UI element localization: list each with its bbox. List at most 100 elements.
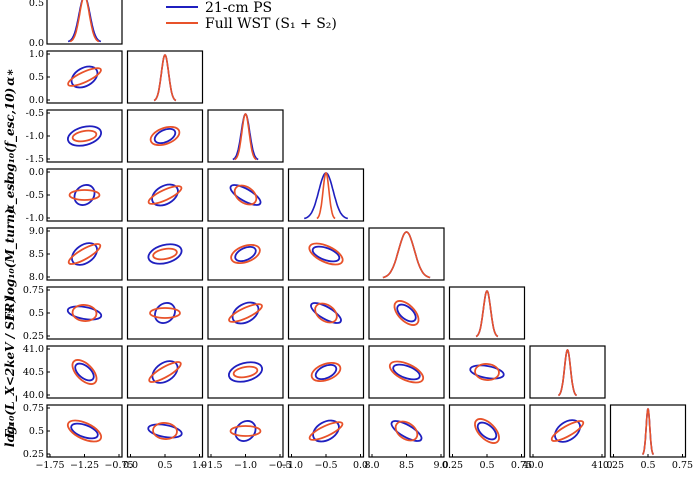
panel-6-0 [46,345,123,399]
panel-content [153,54,177,102]
gaussian-wst [69,0,100,43]
contour-wst [308,242,344,266]
contour-wst [228,303,263,323]
panel-content [382,231,431,279]
panel-content [68,184,101,206]
panel-frame [46,345,123,399]
panel-frame [126,345,204,399]
panel-content [67,125,102,147]
panel-frame [126,168,204,222]
contour-ps [231,301,260,325]
panel-content [308,242,344,266]
panel-4-4 [368,227,445,281]
contour-ps [228,361,263,383]
panel-content [310,302,342,324]
x-tick-label: 0.75 [511,460,532,471]
x-tick-label: 0.0 [353,460,368,471]
panel-frame [287,404,365,458]
contour-ps [151,360,179,384]
panel-content [67,242,102,266]
y-tick-label: 0.5 [29,72,44,83]
y-tick-label: 8.5 [29,249,44,260]
gaussian-wst [153,54,177,102]
contour-wst [394,420,419,442]
contour-wst [68,189,101,201]
panel-frame [46,404,123,458]
contour-wst [66,419,103,443]
contour-wst [147,185,183,205]
y-tick-label: 9.0 [29,226,44,237]
x-tick-label: −1.0 [234,460,257,471]
y-tick-label: -0.5 [26,108,44,119]
x-tick-label: −1.0 [280,460,303,471]
panel-3-0 [46,168,123,222]
panel-3-2 [207,168,284,222]
contour-ps [154,302,176,324]
y-tick-label: 40.5 [23,367,44,378]
gaussian-wst [557,349,578,397]
contour-ps [147,243,183,265]
y-axis-label: E₀ [3,423,17,439]
contour-wst [149,307,181,319]
panel-frame [287,345,365,399]
panel-content [310,361,342,383]
y-tick-label: 0.0 [29,167,44,178]
contour-wst [67,67,102,87]
panel-7-1 [126,404,204,458]
panel-content [229,184,262,206]
panel-grid [46,0,687,458]
panel-7-0 [46,404,123,458]
y-tick-label: 0.25 [23,331,44,342]
gaussian-wst [641,407,655,456]
contour-ps [153,127,177,145]
y-axis-label: α∗ [3,68,17,86]
x-tick-label: 1.0 [192,460,207,471]
x-tick-label: 0.75 [672,460,693,471]
x-tick-label: −0.5 [314,460,337,471]
contour-ps [70,65,99,89]
panel-content [147,422,183,440]
panel-6-6 [529,345,606,399]
gaussian-wst [316,172,336,220]
x-tick-label: 8.0 [364,460,379,471]
panel-content [230,243,261,265]
contour-ps [390,420,423,442]
contour-wst [71,359,98,385]
contour-ps [310,302,342,324]
y-tick-label: 0.75 [23,285,44,296]
panel-frame [448,345,526,399]
contour-ps [396,303,417,323]
legend-label-ps: 21-cm PS [205,0,272,16]
contour-wst [148,361,182,383]
y-axis-label: log₁₀(f_esc,10) [3,88,18,185]
panel-4-2 [207,227,284,281]
panel-content [393,300,420,326]
gaussian-ps [232,113,259,161]
panel-4-0 [46,227,123,281]
panel-5-2 [207,286,284,340]
y-tick-label: 0.0 [29,95,44,106]
y-tick-label: 0.75 [23,403,44,414]
panel-frame [368,345,445,399]
panel-frame [448,286,526,340]
panel-5-3 [287,286,365,340]
panel-content [308,419,344,443]
contour-ps [469,364,505,380]
panel-content [147,243,183,265]
contour-wst [233,184,258,206]
panel-frame [287,227,365,281]
panel-frame [46,0,123,45]
axis-labels: 0.00.50.00.51.0-1.5-1.0-0.5-1.0-0.50.08.… [3,0,693,471]
panel-content [390,420,423,442]
contour-ps [554,419,581,443]
y-tick-label: -1.0 [26,213,44,224]
panel-6-4 [368,345,445,399]
x-tick-label: −1.75 [35,460,64,471]
gaussian-wst [234,113,257,161]
contour-ps [234,420,257,442]
panel-2-1 [126,109,204,163]
panel-6-2 [207,345,284,399]
panel-5-0 [46,286,123,340]
contour-wst [152,247,178,261]
panel-1-0 [46,50,123,104]
